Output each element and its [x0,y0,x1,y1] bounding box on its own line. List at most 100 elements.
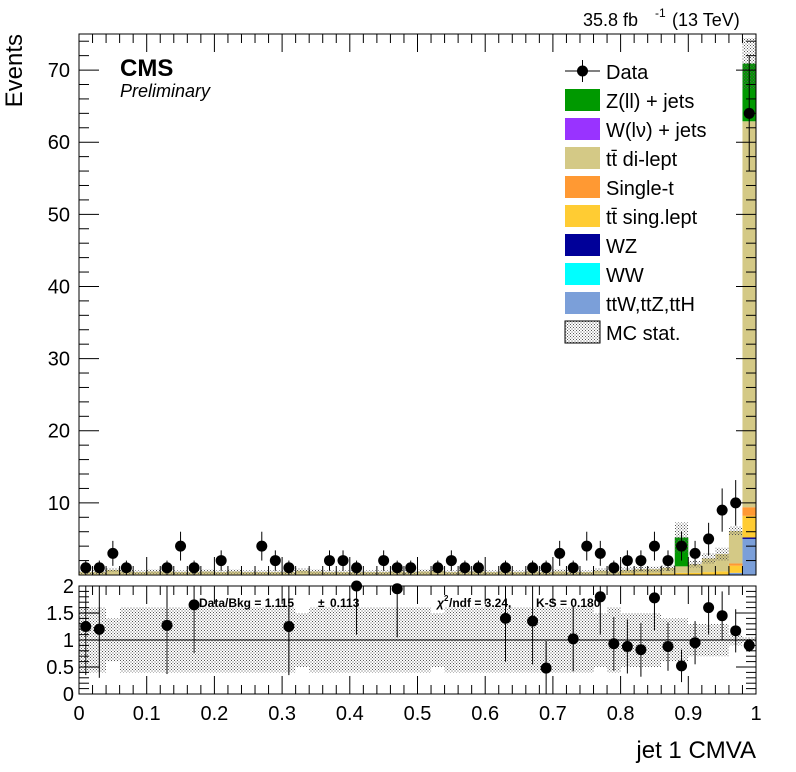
data-point-10 [283,562,295,574]
ratio-y-tick-label: 1 [63,630,74,652]
mc-stat-bin-37 [579,570,594,574]
mc-stat-bin-4 [133,570,147,574]
bar-tt-di-lept-2 [106,569,120,575]
data-point-33 [676,540,688,552]
mc-stat-bin-18 [322,570,337,574]
x-tick-label: 0.2 [200,703,228,725]
data-point-2 [107,547,119,559]
cms-label: CMS [120,55,173,82]
legend-swatch-mc-stat [564,320,601,344]
mc-stat-bin-42 [647,566,662,573]
x-tick-label: 1 [750,703,761,725]
bar-tt-sing-lept-42 [647,573,662,575]
mc-stat-bin-10 [214,570,228,574]
mc-stat-bin-9 [200,569,215,574]
mc-stat-bin-25 [417,569,432,574]
mc-stat-bin-35 [552,569,567,574]
data-point-4 [161,562,173,574]
main-y-tick-label: 50 [48,204,70,226]
data-point-37 [730,497,742,509]
bar-tt-di-lept-44 [674,566,689,573]
ratio-chi2-label: /ndf = 3.24, [449,596,511,610]
bar-tt-sing-lept-41 [634,573,648,575]
bar-single-t-49 [742,507,756,516]
legend-label-ttw-ttz-tth: ttW,ttZ,ttH [606,294,695,316]
main-y-tick-label: 10 [48,493,70,515]
bar-tt-di-lept-49 [742,121,756,508]
ratio-point-16 [662,640,674,652]
legend: Data Z(ll) + jets W(lν) + jets tt̄ di-lept S… [564,60,707,345]
ratio-y-tick-label: 0 [63,684,74,706]
data-point-36 [716,504,728,516]
ratio-y-tick-label: 2 [63,576,74,598]
bar-tt-sing-lept-46 [701,572,716,575]
mc-stat-bin-46 [701,553,716,564]
ratio-point-19 [703,602,715,614]
ratio-point-9 [540,662,552,674]
data-point-22 [527,562,539,574]
legend-swatch-wz [565,234,600,256]
bar-tt-sing-lept-48 [728,565,743,573]
data-point-34 [689,547,701,559]
x-tick-label: 0.4 [336,703,364,725]
ratio-point-21 [730,625,742,637]
ratio-y-tick-label: 1.5 [46,603,74,625]
main-y-tick-label: 60 [48,132,70,154]
mc-stat-bin-47 [715,547,729,561]
data-point-3 [120,562,132,574]
data-point-6 [188,562,200,574]
ratio-points [80,580,755,694]
legend-swatch-w-l-jets [565,118,600,140]
bar-tt-di-lept-48 [728,530,743,564]
mc-stat-bin-2 [106,567,120,572]
ratio-point-3 [188,599,200,611]
data-point-28 [608,562,620,574]
main-panel: 10 20 30 40 50 60 70 [48,33,757,576]
ratio-mc-band [79,607,756,673]
legend-label-w-l-jets: W(lν) + jets [606,120,707,142]
data-point-30 [635,555,647,567]
data-point-11 [323,555,335,567]
x-tick-label: 0.1 [133,703,161,725]
x-tick-label: 0.3 [268,703,296,725]
legend-label-data: Data [606,62,649,84]
ratio-point-10 [567,633,579,645]
data-point-13 [351,562,363,574]
ratio-point-11 [594,591,606,603]
bar-tt-sing-lept-40 [620,573,635,575]
mc-stat-bin-19 [336,570,350,574]
legend-marker-data [577,65,588,77]
y-axis-title: Events [1,34,28,107]
ratio-point-7 [500,612,512,624]
data-point-17 [432,562,444,574]
data-point-29 [621,555,633,567]
legend-swatch-ttw-ttz-tth [565,292,600,314]
ratio-point-1 [93,623,105,635]
ratio-point-8 [527,615,539,627]
ratio-panel: 0 0.5 1 1.5 2 0 0.1 0.2 0.3 0.4 0.5 0.6 0.7 0.8 0.9 1 D… [46,576,761,725]
data-point-7 [215,555,227,567]
mc-stat-bin-5 [146,569,161,574]
main-y-tick-label: 30 [48,349,70,371]
bar-tt-sing-lept-49 [742,515,756,538]
mc-stat-bin-38 [593,568,608,573]
lumi-label: 35.8 fb [583,10,638,30]
mc-stat-bin-30 [485,570,499,574]
ratio-point-18 [689,637,701,649]
x-axis-title: jet 1 CMVA [635,737,756,764]
ratio-point-17 [676,660,688,672]
data-point-12 [337,555,349,567]
mc-stat-bin-21 [363,570,377,574]
mc-stat-bin-22 [376,570,391,574]
legend-label-mc-stat: MC stat. [606,323,680,345]
legend-label-tt-di-lept: tt̄ di-lept [606,149,678,171]
main-y-tick-label: 20 [48,421,70,443]
mc-stat-bin-11 [227,569,242,574]
x-tick-label: 0.7 [539,703,567,725]
bar-tt-di-lept-45 [688,564,702,573]
legend-label-tt-sing-lept: tt̄ sing.lept [606,207,698,229]
data-point-26 [581,540,593,552]
data-point-25 [567,562,579,574]
data-point-24 [554,547,566,559]
ratio-databkg-label: Data/Bkg = 1.115 [199,596,294,610]
